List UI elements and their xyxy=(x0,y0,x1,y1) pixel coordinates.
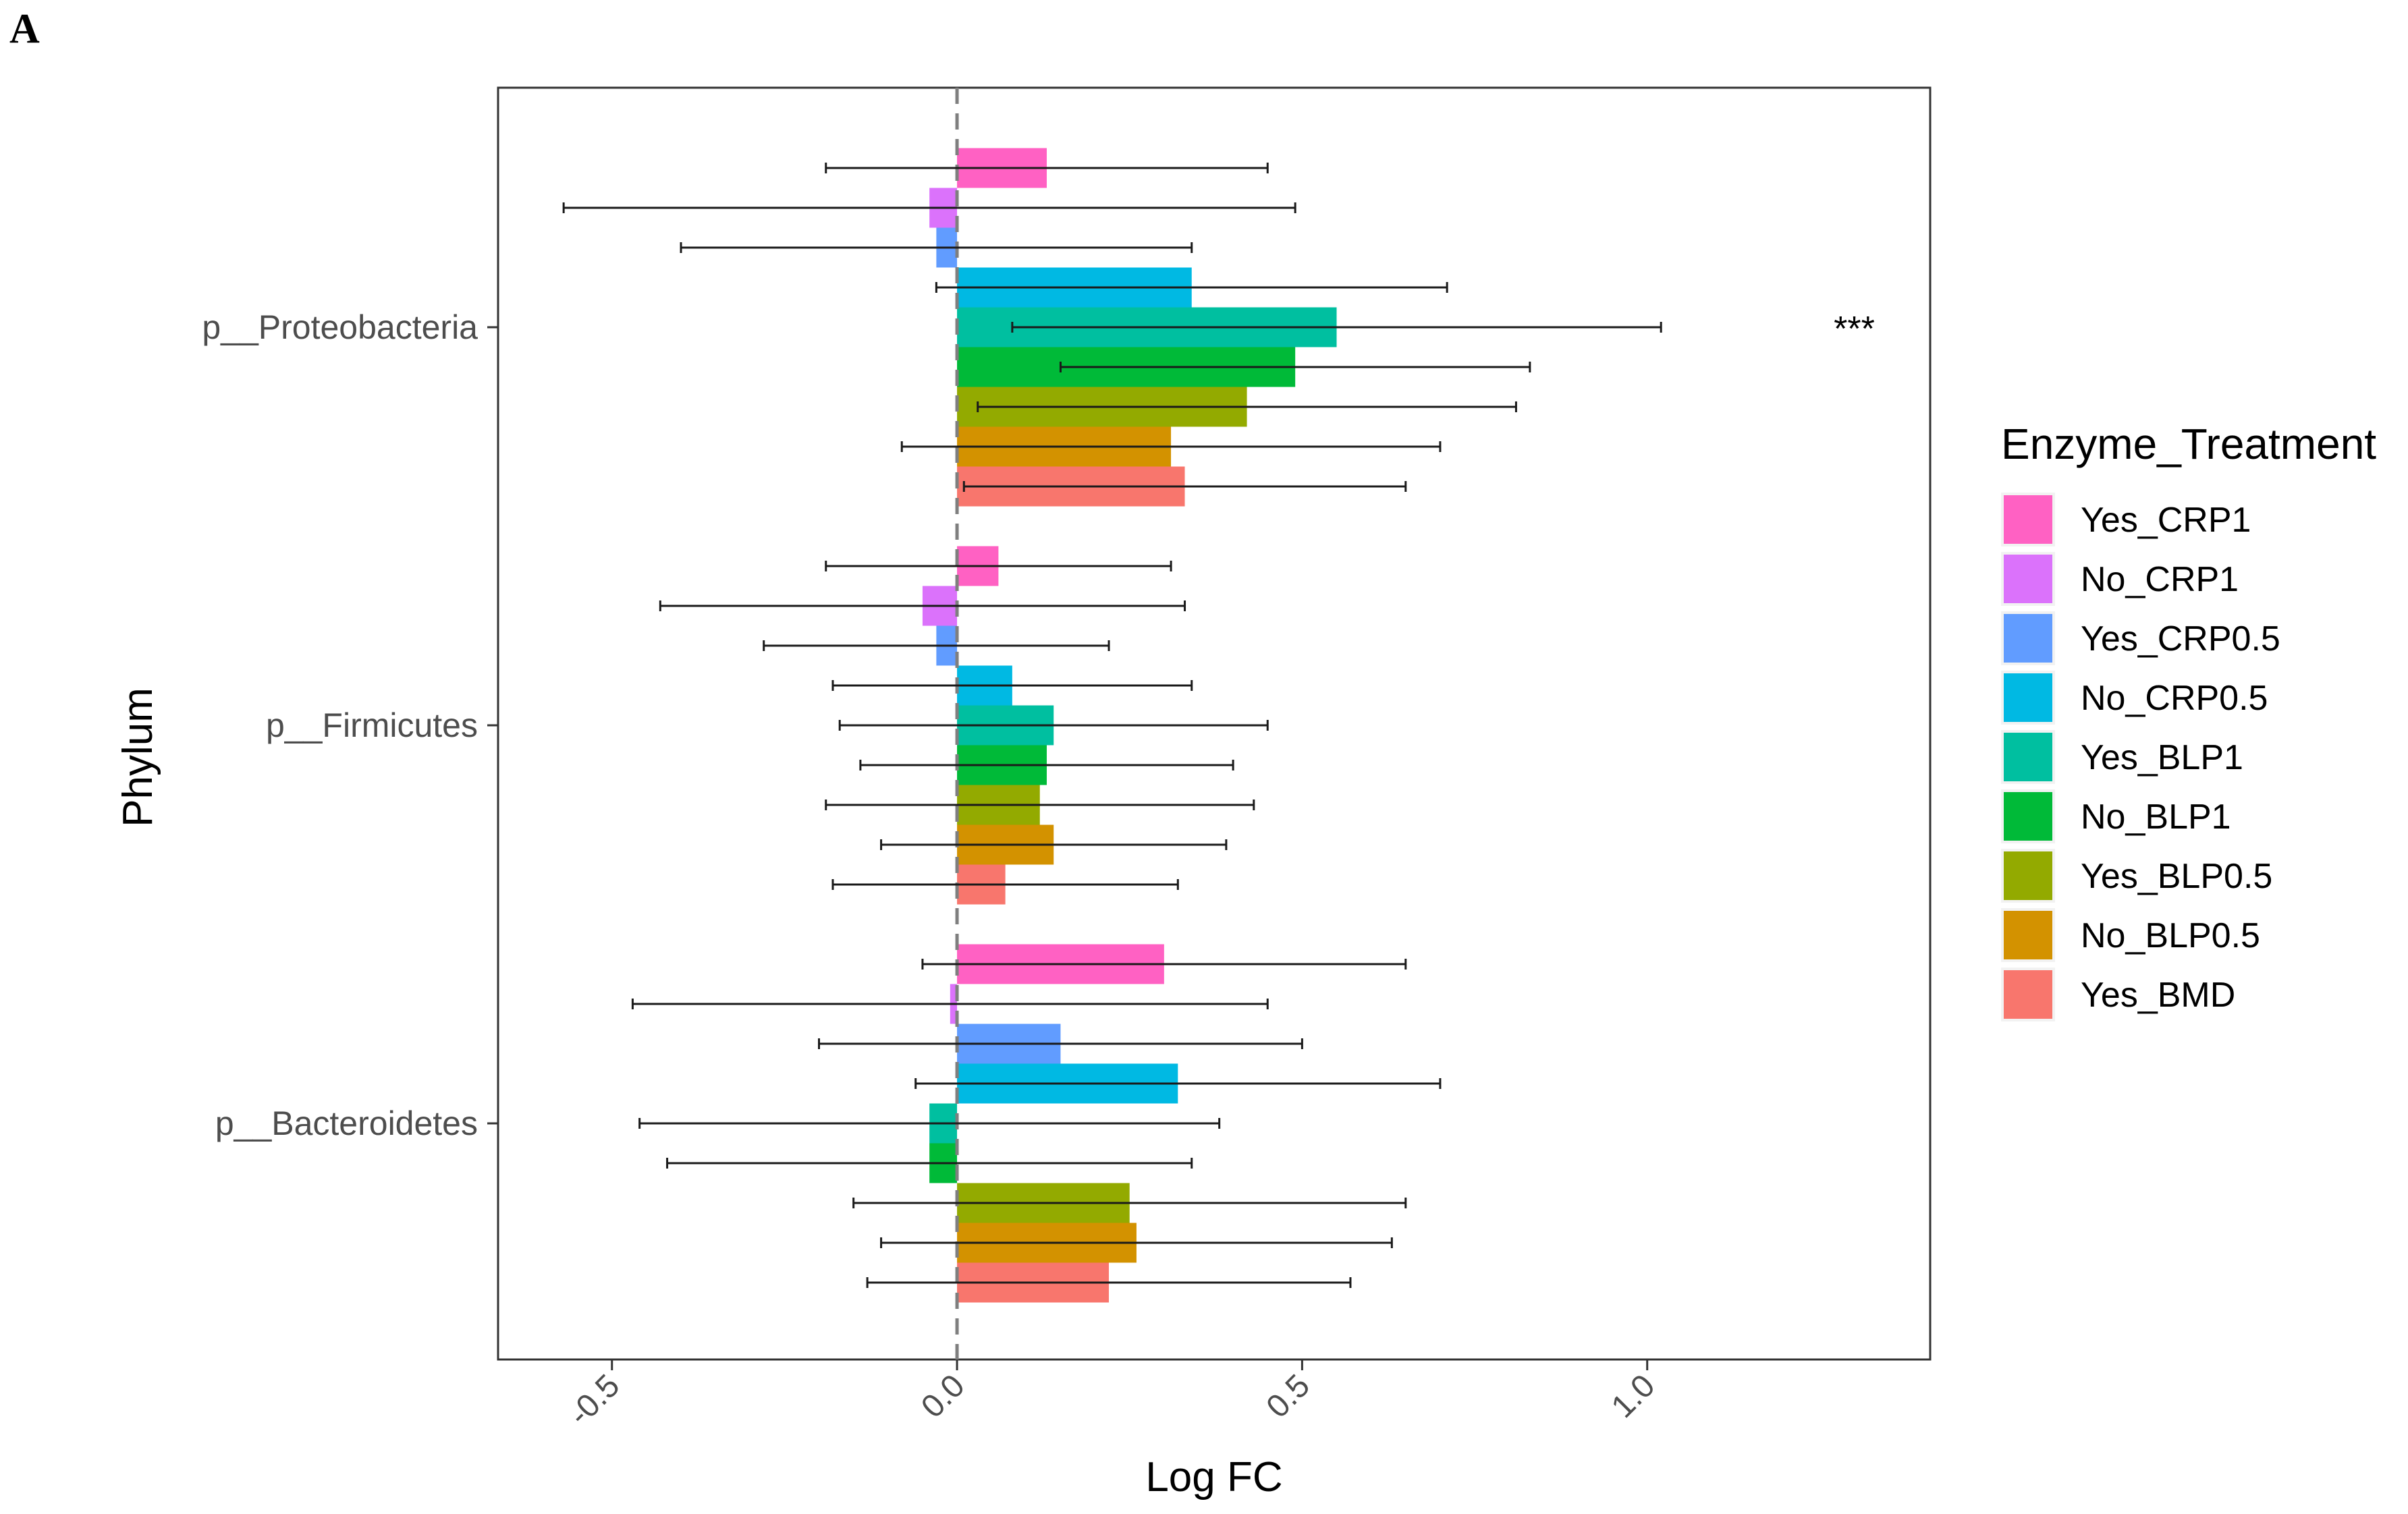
error-bar-Yes_BLP0.5-p__Proteobacteria xyxy=(977,401,1517,412)
error-bar-No_BLP0.5-p__Proteobacteria xyxy=(900,441,1442,452)
x-axis-title: Log FC xyxy=(1145,1454,1282,1501)
y-axis-title: Phylum xyxy=(115,688,161,827)
error-bar-No_BLP1-p__Firmicutes xyxy=(859,760,1234,770)
error-bar-No_CRP0.5-p__Firmicutes xyxy=(831,680,1193,691)
error-bar-Yes_CRP1-p__Proteobacteria xyxy=(825,163,1269,173)
y-tick-label: p__Proteobacteria xyxy=(202,308,478,346)
legend-swatch-No_CRP1 xyxy=(2004,555,2052,603)
error-bar-Yes_BLP1-p__Bacteroidetes xyxy=(638,1118,1221,1129)
error-bar-No_BLP1-p__Bacteroidetes xyxy=(666,1158,1193,1169)
error-bar-Yes_CRP0.5-p__Firmicutes xyxy=(763,640,1110,651)
y-tick-label: p__Firmicutes xyxy=(266,706,478,744)
legend-label-Yes_CRP1: Yes_CRP1 xyxy=(2081,501,2251,540)
error-bar-No_CRP0.5-p__Bacteroidetes xyxy=(914,1078,1442,1089)
legend-label-No_CRP1: No_CRP1 xyxy=(2081,560,2239,599)
error-bar-Yes_BMD-p__Firmicutes xyxy=(831,879,1179,890)
error-bar-Yes_BLP1-p__Proteobacteria xyxy=(1011,322,1662,333)
error-bar-No_BLP0.5-p__Firmicutes xyxy=(880,839,1228,850)
error-bar-Yes_BLP0.5-p__Firmicutes xyxy=(825,800,1255,810)
error-bar-Yes_BMD-p__Proteobacteria xyxy=(962,481,1407,492)
error-bar-Yes_CRP0.5-p__Bacteroidetes xyxy=(818,1038,1303,1049)
legend-label-No_BLP1: No_BLP1 xyxy=(2081,797,2231,837)
legend-label-No_CRP0.5: No_CRP0.5 xyxy=(2081,679,2268,718)
error-bar-No_CRP1-p__Proteobacteria xyxy=(562,202,1296,213)
error-bar-Yes_BLP1-p__Firmicutes xyxy=(838,720,1269,731)
legend-swatch-No_BLP0.5 xyxy=(2004,911,2052,959)
legend-swatch-Yes_CRP1 xyxy=(2004,495,2052,544)
legend-swatch-Yes_BLP1 xyxy=(2004,733,2052,781)
legend-label-No_BLP0.5: No_BLP0.5 xyxy=(2081,916,2260,955)
panel-label: A xyxy=(9,6,40,52)
x-tick-label: 1.0 xyxy=(1605,1368,1662,1425)
error-bar-No_CRP1-p__Bacteroidetes xyxy=(631,999,1269,1009)
error-bar-Yes_CRP0.5-p__Proteobacteria xyxy=(680,242,1193,253)
error-bar-No_CRP1-p__Firmicutes xyxy=(659,600,1186,611)
legend-swatch-No_BLP1 xyxy=(2004,792,2052,841)
error-bar-Yes_CRP1-p__Bacteroidetes xyxy=(921,959,1407,970)
legend-label-Yes_BMD: Yes_BMD xyxy=(2081,976,2235,1015)
error-bar-Yes_BMD-p__Bacteroidetes xyxy=(866,1277,1352,1288)
error-bar-No_BLP0.5-p__Bacteroidetes xyxy=(880,1237,1393,1248)
x-tick-label: -0.5 xyxy=(562,1368,627,1432)
x-tick-label: 0.0 xyxy=(914,1368,972,1425)
error-bar-No_CRP0.5-p__Proteobacteria xyxy=(935,282,1448,293)
y-tick-label: p__Bacteroidetes xyxy=(215,1104,478,1142)
error-bar-Yes_CRP1-p__Firmicutes xyxy=(825,561,1172,571)
legend-label-Yes_CRP0.5: Yes_CRP0.5 xyxy=(2081,619,2280,658)
legend-swatch-No_CRP0.5 xyxy=(2004,673,2052,722)
legend-swatch-Yes_BMD xyxy=(2004,970,2052,1019)
legend-title: Enzyme_Treatment xyxy=(2001,420,2376,468)
error-bar-No_BLP1-p__Proteobacteria xyxy=(1059,362,1531,372)
error-bar-Yes_BLP0.5-p__Bacteroidetes xyxy=(852,1198,1407,1208)
legend-label-Yes_BLP1: Yes_BLP1 xyxy=(2081,738,2243,777)
legend-label-Yes_BLP0.5: Yes_BLP0.5 xyxy=(2081,857,2272,896)
significance-annotation: *** xyxy=(1834,310,1875,349)
x-tick-label: 0.5 xyxy=(1260,1368,1317,1425)
legend-swatch-Yes_CRP0.5 xyxy=(2004,614,2052,663)
legend-swatch-Yes_BLP0.5 xyxy=(2004,851,2052,900)
plot-panel xyxy=(497,86,1932,1361)
